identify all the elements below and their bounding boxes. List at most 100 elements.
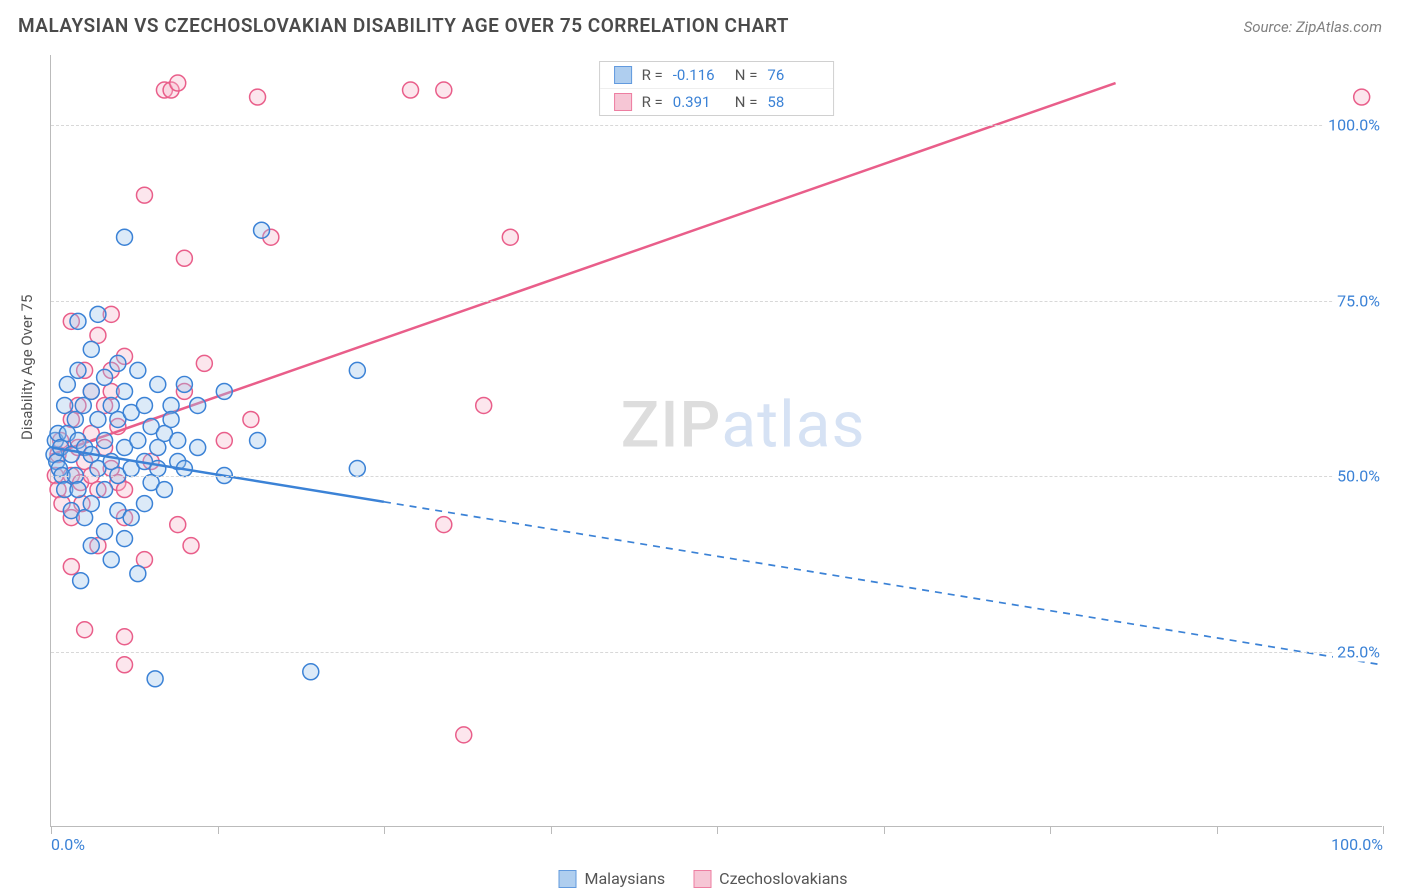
data-point	[147, 671, 163, 687]
data-point	[170, 517, 186, 533]
data-point	[130, 566, 146, 582]
legend-label: Malaysians	[585, 869, 666, 888]
data-point	[150, 376, 166, 392]
legend-item: Czechoslovakians	[693, 869, 847, 888]
chart-svg	[51, 55, 1382, 826]
n-value: 58	[767, 93, 819, 111]
y-axis-label: Disability Age Over 75	[18, 295, 36, 440]
data-point	[349, 461, 365, 477]
data-point	[75, 397, 91, 413]
x-tick	[1217, 826, 1218, 834]
data-point	[97, 482, 113, 498]
data-point	[117, 629, 133, 645]
chart-title: MALAYSIAN VS CZECHOSLOVAKIAN DISABILITY …	[18, 14, 789, 37]
data-point	[83, 496, 99, 512]
correlation-legend: R =-0.116N =76R =0.391N =58	[599, 61, 835, 116]
legend-label: Czechoslovakians	[719, 869, 847, 888]
series-legend: Malaysians Czechoslovakians	[559, 869, 848, 888]
data-point	[176, 376, 192, 392]
data-point	[163, 411, 179, 427]
data-point	[456, 727, 472, 743]
data-point	[97, 433, 113, 449]
data-point	[436, 517, 452, 533]
data-point	[476, 397, 492, 413]
r-label: R =	[642, 93, 663, 111]
data-point	[176, 250, 192, 266]
data-point	[57, 397, 73, 413]
x-tick	[717, 826, 718, 834]
x-tick-label: 100.0%	[1331, 835, 1383, 854]
data-point	[1354, 89, 1370, 105]
legend-top-row: R =0.391N =58	[600, 89, 834, 115]
x-tick	[1050, 826, 1051, 834]
data-point	[83, 341, 99, 357]
y-tick-label: 100.0%	[1324, 116, 1384, 135]
data-point	[216, 433, 232, 449]
data-point	[250, 433, 266, 449]
data-point	[216, 383, 232, 399]
data-point	[97, 524, 113, 540]
data-point	[90, 306, 106, 322]
data-point	[254, 222, 270, 238]
data-point	[63, 559, 79, 575]
data-point	[250, 89, 266, 105]
r-label: R =	[642, 66, 663, 84]
x-tick	[218, 826, 219, 834]
r-value: -0.116	[673, 66, 725, 84]
data-point	[183, 538, 199, 554]
data-point	[70, 313, 86, 329]
data-point	[117, 657, 133, 673]
r-value: 0.391	[673, 93, 725, 111]
x-tick	[384, 826, 385, 834]
data-point	[190, 397, 206, 413]
legend-swatch	[693, 870, 711, 888]
gridline	[51, 652, 1382, 653]
data-point	[196, 355, 212, 371]
data-point	[130, 433, 146, 449]
data-point	[77, 622, 93, 638]
data-point	[436, 82, 452, 98]
data-point	[73, 573, 89, 589]
data-point	[83, 538, 99, 554]
gridline	[51, 476, 1382, 477]
legend-swatch	[614, 93, 632, 111]
data-point	[90, 411, 106, 427]
legend-swatch	[614, 66, 632, 84]
data-point	[502, 229, 518, 245]
x-tick	[551, 826, 552, 834]
data-point	[70, 362, 86, 378]
data-point	[136, 397, 152, 413]
data-point	[59, 376, 75, 392]
data-point	[123, 510, 139, 526]
trend-line	[51, 83, 1115, 454]
n-value: 76	[767, 66, 819, 84]
data-point	[349, 362, 365, 378]
legend-top-row: R = -0.116 N = 76	[600, 62, 834, 89]
x-tick	[1383, 826, 1384, 834]
data-point	[83, 383, 99, 399]
data-point	[97, 369, 113, 385]
x-tick	[884, 826, 885, 834]
legend-item: Malaysians	[559, 869, 666, 888]
data-point	[103, 552, 119, 568]
data-point	[403, 82, 419, 98]
data-point	[303, 664, 319, 680]
chart-source: Source: ZipAtlas.com	[1244, 18, 1382, 36]
y-tick-label: 25.0%	[1333, 642, 1384, 661]
data-point	[117, 229, 133, 245]
data-point	[170, 433, 186, 449]
trend-line-dashed	[384, 502, 1382, 665]
gridline	[51, 301, 1382, 302]
data-point	[110, 355, 126, 371]
n-label: N =	[735, 66, 758, 84]
gridline	[51, 125, 1382, 126]
chart-header: MALAYSIAN VS CZECHOSLOVAKIAN DISABILITY …	[0, 0, 1406, 45]
x-tick-label: 0.0%	[51, 835, 85, 854]
data-point	[117, 531, 133, 547]
data-point	[190, 440, 206, 456]
x-tick	[51, 826, 52, 834]
data-point	[130, 362, 146, 378]
data-point	[156, 482, 172, 498]
data-point	[117, 383, 133, 399]
data-point	[136, 496, 152, 512]
